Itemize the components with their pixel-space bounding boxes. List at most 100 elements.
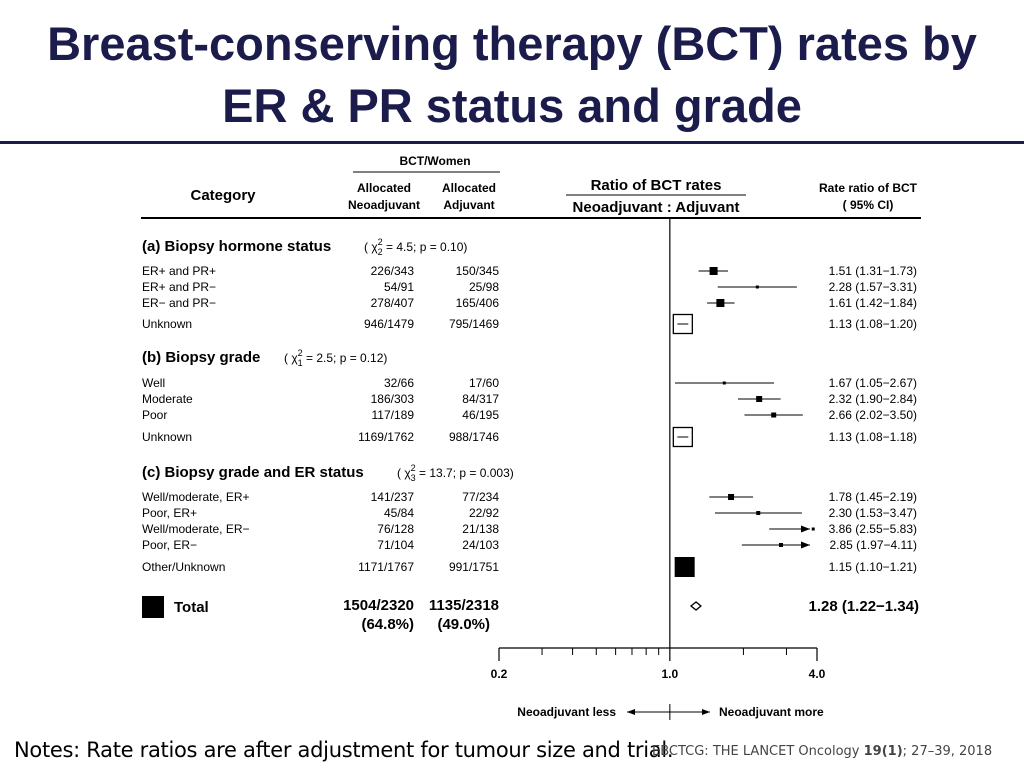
section-c-row-2-rate-ratio: 2.30 (1.53−3.47) [829, 506, 917, 520]
section-a-row-2-label: ER+ and PR− [142, 280, 216, 294]
section-c-row-2-marker [756, 511, 761, 515]
direction-arrow-left [627, 709, 635, 715]
section-a-row-1-rate-ratio: 1.51 (1.31−1.73) [829, 264, 917, 278]
section-b-row-3-adj: 46/195 [462, 408, 499, 422]
section-c-row-1-adj: 77/234 [462, 490, 499, 504]
section-c-heading: (c) Biopsy grade and ER status [142, 464, 364, 481]
section-c-row-1-neo: 141/237 [371, 490, 415, 504]
total-neo-pct: (64.8%) [361, 616, 414, 633]
section-a-row-4-adj: 795/1469 [449, 317, 499, 331]
section-b-row-2-marker [756, 396, 763, 402]
header-bct-women: BCT/Women [399, 154, 470, 168]
section-b-row-4-rate-ratio: 1.13 (1.08−1.18) [829, 430, 917, 444]
section-c-row-4-label: Poor, ER− [142, 538, 197, 552]
direction-arrow-right [702, 709, 710, 715]
header-rr-line2: ( 95% CI) [843, 198, 894, 212]
section-a-row-3-label: ER− and PR− [142, 296, 216, 310]
section-c-row-3-adj: 21/138 [462, 522, 499, 536]
header-neo-line1: Allocated [357, 181, 411, 195]
direction-left-label: Neoadjuvant less [517, 705, 616, 719]
section-b-row-2-label: Moderate [142, 392, 193, 406]
total-diamond [689, 601, 702, 611]
section-a-row-1-marker [709, 267, 718, 275]
section-b-row-4-neo: 1169/1762 [358, 430, 414, 444]
section-b-row-2-adj: 84/317 [462, 392, 499, 406]
section-c-row-3-label: Well/moderate, ER− [142, 522, 250, 536]
section-b-row-4-label: Unknown [142, 430, 192, 444]
section-c-row-3-marker [811, 527, 815, 531]
section-c-row-4-rate-ratio: 2.85 (1.97−4.11) [829, 538, 917, 552]
section-c-row-5-neo: 1171/1767 [358, 560, 414, 574]
section-c-row-4-ci-arrow [801, 541, 810, 549]
section-b-row-2-neo: 186/303 [371, 392, 415, 406]
x-tick-label-3: 4.0 [809, 667, 826, 681]
header-ratio-line1: Ratio of BCT rates [591, 177, 722, 194]
page-title-line2: ER & PR status and grade [222, 79, 802, 132]
section-b-row-3-marker [771, 412, 777, 418]
section-a-row-3-adj: 165/406 [456, 296, 500, 310]
section-c-row-3-neo: 76/128 [377, 522, 414, 536]
direction-right-label: Neoadjuvant more [719, 705, 824, 719]
header-ratio-line2: Neoadjuvant : Adjuvant [573, 199, 740, 216]
section-a-row-2-adj: 25/98 [469, 280, 499, 294]
source-citation: EBCTCG: THE LANCET Oncology 19(1); 27–39… [652, 744, 992, 759]
x-tick-label-1: 0.2 [491, 667, 508, 681]
total-rate-ratio: 1.28 (1.22−1.34) [808, 598, 919, 615]
header-adj-line2: Adjuvant [443, 198, 494, 212]
section-c-stat: ( χ2 3 = 13.7; p = 0.003) [397, 463, 514, 483]
section-b-stat: ( χ2 1 = 2.5; p = 0.12) [284, 348, 387, 368]
section-a-row-3-rate-ratio: 1.61 (1.42−1.84) [829, 296, 917, 310]
section-c-row-4-marker [779, 543, 784, 547]
section-c-row-1-rate-ratio: 1.78 (1.45−2.19) [829, 490, 917, 504]
source-prefix: EBCTCG: THE LANCET Oncology [652, 744, 864, 759]
section-a-row-2-rate-ratio: 2.28 (1.57−3.31) [829, 280, 917, 294]
section-a-row-4-label: Unknown [142, 317, 192, 331]
section-a-row-3-neo: 278/407 [371, 296, 415, 310]
section-a-row-1-adj: 150/345 [456, 264, 500, 278]
title-underline [0, 141, 1024, 144]
section-a-row-2-neo: 54/91 [384, 280, 414, 294]
section-b-heading: (b) Biopsy grade [142, 349, 260, 366]
section-c-row-5-marker [674, 557, 695, 577]
section-c-row-3-ci-arrow [801, 525, 810, 533]
section-b-row-1-label: Well [142, 376, 165, 390]
total-adj: 1135/2318 [429, 597, 499, 614]
source-suffix: ; 27–39, 2018 [902, 744, 993, 759]
section-c-row-1-label: Well/moderate, ER+ [142, 490, 250, 504]
section-a-row-4-neo: 946/1479 [364, 317, 414, 331]
header-adj-line1: Allocated [442, 181, 496, 195]
section-b-row-1-rate-ratio: 1.67 (1.05−2.67) [829, 376, 917, 390]
section-c-row-5-label: Other/Unknown [142, 560, 225, 574]
section-a-row-1-neo: 226/343 [371, 264, 415, 278]
section-a-heading: (a) Biopsy hormone status [142, 238, 331, 255]
section-c-row-2-label: Poor, ER+ [142, 506, 197, 520]
section-c-row-2-neo: 45/84 [384, 506, 414, 520]
section-a-row-1-label: ER+ and PR+ [142, 264, 216, 278]
total-neo: 1504/2320 [343, 597, 414, 614]
section-b-row-2-rate-ratio: 2.32 (1.90−2.84) [829, 392, 917, 406]
section-a-row-3-marker [716, 299, 725, 307]
page-title-line1: Breast-conserving therapy (BCT) rates by [47, 17, 977, 70]
total-adj-pct: (49.0%) [437, 616, 490, 633]
section-b-row-4-adj: 988/1746 [449, 430, 499, 444]
section-c-row-5-adj: 991/1751 [449, 560, 499, 574]
section-b-row-3-rate-ratio: 2.66 (2.02−3.50) [829, 408, 917, 422]
total-legend-square [142, 596, 164, 618]
section-c-row-1-marker [728, 494, 735, 500]
section-a-stat: ( χ2 2 = 4.5; p = 0.10) [364, 237, 467, 257]
section-b-row-3-neo: 117/189 [372, 408, 415, 422]
section-c-row-2-adj: 22/92 [469, 506, 499, 520]
section-c-row-4-adj: 24/103 [462, 538, 499, 552]
source-volume: 19(1) [863, 744, 903, 759]
section-b-row-1-marker [722, 381, 726, 385]
total-label: Total [174, 599, 209, 616]
x-tick-label-2: 1.0 [661, 667, 678, 681]
section-c-row-5-rate-ratio: 1.15 (1.10−1.21) [829, 560, 917, 574]
header-rr-line1: Rate ratio of BCT [819, 181, 918, 195]
section-c-row-3-rate-ratio: 3.86 (2.55−5.83) [829, 522, 917, 536]
section-c-row-4-neo: 71/104 [377, 538, 414, 552]
section-a-row-4-rate-ratio: 1.13 (1.08−1.20) [829, 317, 917, 331]
section-b-row-3-label: Poor [142, 408, 167, 422]
section-b-row-1-adj: 17/60 [469, 376, 499, 390]
